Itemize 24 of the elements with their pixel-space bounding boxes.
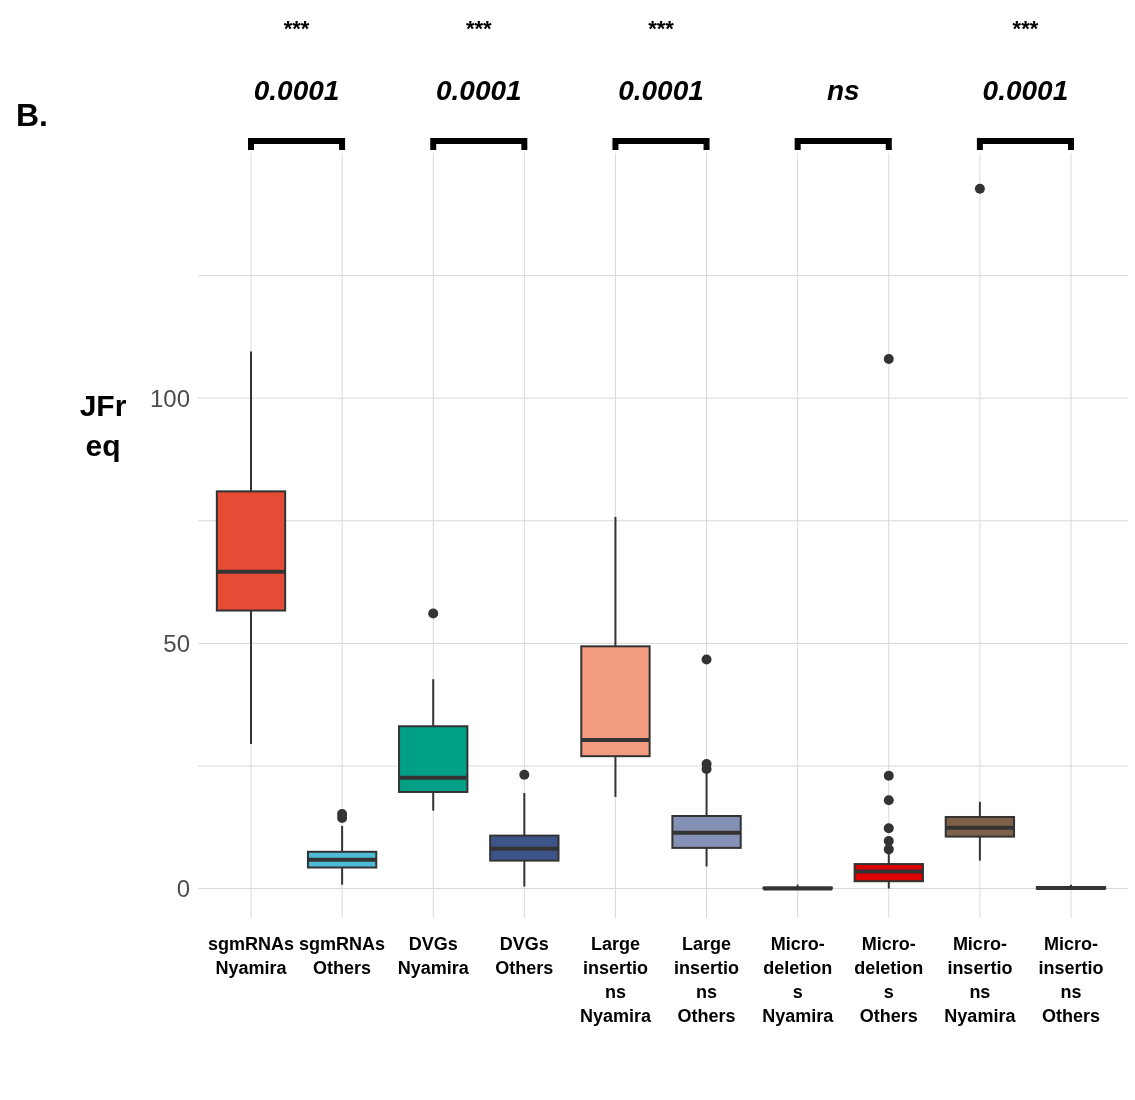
text: 0.0001 <box>618 75 704 106</box>
x-tick-label: Micro-deletions Nyamira <box>762 934 835 1026</box>
y-tick-label: 100 <box>149 384 190 412</box>
y-tick-label: 0 <box>176 874 190 902</box>
x-tick-label: Micro-deletions Others <box>854 934 924 1026</box>
x-tick-label: Large insertions Others <box>674 934 740 1026</box>
x-tick-label: DVGs Nyamira <box>397 934 470 978</box>
x-tick-label: sgmRNAs Nyamira <box>207 934 295 978</box>
text: 0.0001 <box>253 75 340 106</box>
x-tick-label: Large insertio ns Nyamira <box>579 934 652 1026</box>
text: *** <box>283 16 310 41</box>
x-tick-label: Micro-insertions Nyamira <box>944 934 1017 1026</box>
text: ns <box>826 75 860 106</box>
text: 0.0001 <box>435 75 522 106</box>
text: 0.0001 <box>982 75 1069 106</box>
y-tick-label: 50 <box>163 629 190 657</box>
text: *** <box>465 16 493 41</box>
text: *** <box>648 16 675 41</box>
x-tick-label: sgmRNAs Others <box>299 934 386 978</box>
x-tick-label: Micro-insertions Others <box>1038 934 1104 1026</box>
text: *** <box>1012 16 1039 41</box>
y-axis-title: JFreq <box>79 389 127 463</box>
text: B. <box>16 97 48 133</box>
x-tick-label: DVGs Others <box>495 934 554 978</box>
